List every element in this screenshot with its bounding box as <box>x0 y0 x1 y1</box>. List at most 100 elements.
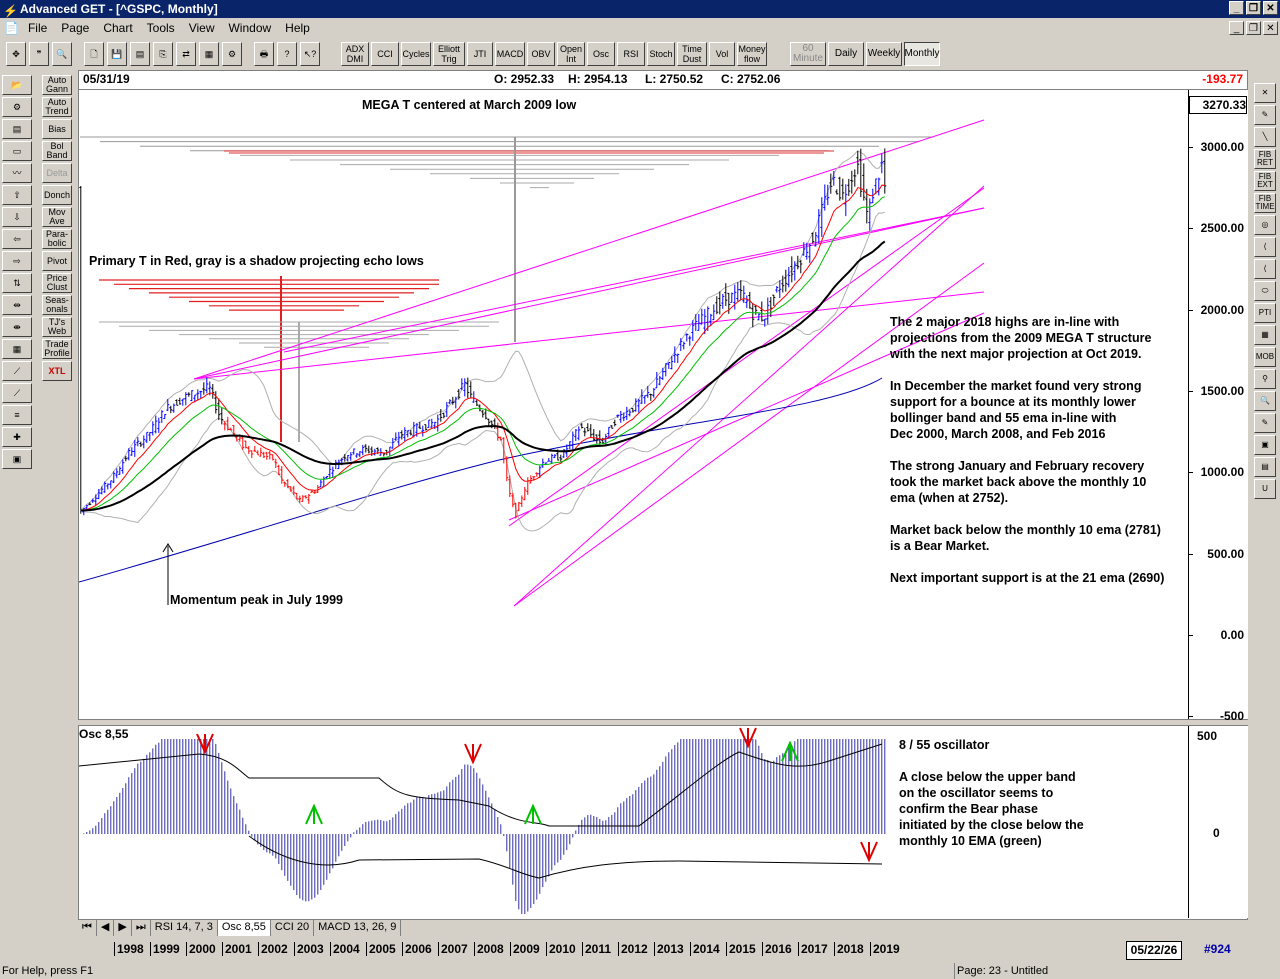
transfer-icon[interactable]: ⇄ <box>176 42 196 66</box>
help-icon[interactable]: ? <box>277 42 297 66</box>
tjs-web-button[interactable]: TJ's Web <box>42 317 72 337</box>
doc-minimize-button[interactable]: _ <box>1229 21 1244 35</box>
gann-fan-icon[interactable]: ⚙ <box>2 97 32 117</box>
bol-band-button[interactable]: Bol Band <box>42 141 72 161</box>
oscillator-chart[interactable] <box>79 726 1188 918</box>
tab-nav-prev[interactable]: ◀ <box>97 920 115 936</box>
close-tool-icon[interactable]: ✕ <box>1254 83 1276 103</box>
price-chart-panel[interactable] <box>78 70 1248 720</box>
menu-tools[interactable]: Tools <box>146 21 175 35</box>
parabolic-button[interactable]: Para- bolic <box>42 229 72 249</box>
fib-icon[interactable]: ≡ <box>2 405 32 425</box>
adx-dmi-button[interactable]: ADX DMI <box>341 42 369 66</box>
menu-view[interactable]: View <box>188 21 215 35</box>
price-clust-button[interactable]: Price Clust <box>42 273 72 293</box>
trade-profile-button[interactable]: Trade Profile <box>42 339 72 359</box>
open-icon[interactable]: 📂 <box>2 75 32 95</box>
doc-close-button[interactable]: ✕ <box>1263 21 1278 35</box>
arrow-up-icon[interactable]: ⇧ <box>2 185 32 205</box>
expand-icon[interactable]: ⇹ <box>2 295 32 315</box>
quote-icon[interactable]: ❞ <box>29 42 49 66</box>
menu-chart[interactable]: Chart <box>103 21 133 35</box>
xtl-button[interactable]: XTL <box>42 361 72 381</box>
obv-button[interactable]: OBV <box>527 42 555 66</box>
menu-page[interactable]: Page <box>61 21 90 35</box>
donch-button[interactable]: Donch <box>42 185 72 205</box>
fib-ret-icon[interactable]: FIB RET <box>1254 149 1276 169</box>
osc-button[interactable]: Osc <box>587 42 615 66</box>
fib-ext-icon[interactable]: FIB EXT <box>1254 171 1276 191</box>
doc-restore-button[interactable]: ❐ <box>1246 21 1261 35</box>
open-int-button[interactable]: Open Int <box>557 42 585 66</box>
grid-tool-icon[interactable]: ▦ <box>1254 325 1276 345</box>
rsi-button[interactable]: RSI <box>617 42 645 66</box>
line-tool-icon[interactable]: ╲ <box>1254 127 1276 147</box>
mov-ave-button[interactable]: Mov Ave <box>42 207 72 227</box>
tab-1[interactable]: Osc 8,55 <box>217 920 271 936</box>
money-flow-button[interactable]: Money flow <box>737 42 767 66</box>
gann-icon[interactable]: ⟋ <box>2 383 32 403</box>
fib-time-icon[interactable]: FIB TIME <box>1254 193 1276 213</box>
arrow-right-icon[interactable]: ⇨ <box>2 251 32 271</box>
window-icon[interactable]: ▣ <box>2 449 32 469</box>
jti-button[interactable]: JTI <box>467 42 493 66</box>
grid-icon[interactable]: ▦ <box>2 339 32 359</box>
auto-gann-button[interactable]: Auto Gann <box>42 75 72 95</box>
pencil-icon[interactable]: ✎ <box>1254 105 1276 125</box>
zoom-tool-icon[interactable]: 🔍 <box>1254 391 1276 411</box>
weekly-button[interactable]: Weekly <box>866 42 902 66</box>
cci-button[interactable]: CCI <box>371 42 399 66</box>
lines-icon[interactable]: ⟋ <box>2 361 32 381</box>
cycles-button[interactable]: Cycles <box>401 42 431 66</box>
date-box[interactable]: 05/22/26 <box>1126 941 1182 960</box>
swap-icon[interactable]: ⇅ <box>2 273 32 293</box>
tab-nav-first[interactable]: ⏮ <box>78 920 97 936</box>
menu-window[interactable]: Window <box>228 21 272 35</box>
zoom-icon[interactable]: 🔍 <box>52 42 72 66</box>
tab-nav-next[interactable]: ▶ <box>114 920 132 936</box>
settings-icon[interactable]: ⚙ <box>222 42 242 66</box>
seasonals-button[interactable]: Seas- onals <box>42 295 72 315</box>
fan-icon[interactable]: ⟨ <box>1254 237 1276 257</box>
pti-icon[interactable]: PTI <box>1254 303 1276 323</box>
box-icon[interactable]: ▣ <box>1254 435 1276 455</box>
delta-button[interactable]: Delta <box>42 163 72 183</box>
macd-button[interactable]: MACD <box>495 42 525 66</box>
elliott-icon[interactable]: 〰 <box>2 163 32 183</box>
pivot-button[interactable]: Pivot <box>42 251 72 271</box>
new-icon[interactable]: 🗋 <box>84 42 104 66</box>
cursor-icon[interactable]: ✥ <box>6 42 26 66</box>
search-tool-icon[interactable]: ⚲ <box>1254 369 1276 389</box>
ellipse-icon[interactable]: ⬭ <box>1254 281 1276 301</box>
reset-icon[interactable]: ▤ <box>2 119 32 139</box>
price-chart[interactable] <box>79 90 1188 719</box>
restore-button[interactable]: ❐ <box>1246 1 1261 15</box>
close-button[interactable]: ✕ <box>1263 1 1278 15</box>
fan2-icon[interactable]: ⟨ <box>1254 259 1276 279</box>
compress-icon[interactable]: ⇼ <box>2 317 32 337</box>
magnet-icon[interactable]: U <box>1254 479 1276 499</box>
time-dust-button[interactable]: Time Dust <box>677 42 707 66</box>
tab-3[interactable]: MACD 13, 26, 9 <box>314 920 402 936</box>
tab-2[interactable]: CCI 20 <box>271 920 315 936</box>
monthly-button[interactable]: Monthly <box>904 42 940 66</box>
tab-nav-last[interactable]: ⏭ <box>132 920 151 936</box>
arrow-down-icon[interactable]: ⇩ <box>2 207 32 227</box>
fib-circle-icon[interactable]: ◎ <box>1254 215 1276 235</box>
stoch-button[interactable]: Stoch <box>647 42 675 66</box>
study-icon[interactable]: ▭ <box>2 141 32 161</box>
minimize-button[interactable]: _ <box>1229 1 1244 15</box>
arrow-left-icon[interactable]: ⇦ <box>2 229 32 249</box>
menu-help[interactable]: Help <box>285 21 310 35</box>
print-preview-icon[interactable]: ▤ <box>130 42 150 66</box>
printer-icon[interactable]: 🖶 <box>254 42 274 66</box>
bias-button[interactable]: Bias <box>42 119 72 139</box>
60-minute-button[interactable]: 60 Minute <box>790 42 826 66</box>
elliott-trig-button[interactable]: Elliott Trig <box>433 42 465 66</box>
auto-trend-button[interactable]: Auto Trend <box>42 97 72 117</box>
pen-tool-icon[interactable]: ✎ <box>1254 413 1276 433</box>
copy-icon[interactable]: ⎘ <box>153 42 173 66</box>
grid-icon[interactable]: ▦ <box>199 42 219 66</box>
daily-button[interactable]: Daily <box>828 42 864 66</box>
vol-button[interactable]: Vol <box>709 42 735 66</box>
